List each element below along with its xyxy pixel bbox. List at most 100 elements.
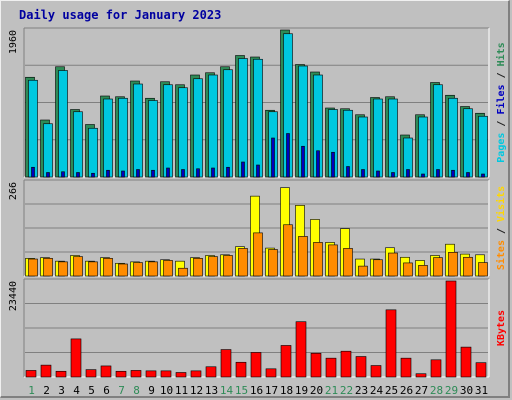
files-bar [46, 172, 50, 178]
kbytes-bar [25, 370, 37, 378]
x-tick-label: 20 [310, 384, 323, 397]
sites-bar [148, 261, 158, 277]
files-bar [361, 169, 365, 178]
kbytes-bar [325, 357, 337, 378]
kbytes-bar [220, 349, 232, 378]
sites-bar [193, 258, 203, 277]
files-bar [346, 166, 350, 178]
sites-bar [478, 262, 488, 277]
legend-part: / [496, 66, 507, 84]
middle-panel: 266 Sites / Visits [8, 179, 507, 277]
top-panel: 1960 Pages / Files / Hits [8, 27, 507, 178]
sites-bar [268, 249, 278, 277]
x-tick-label: 13 [205, 384, 218, 397]
pages-bar [178, 87, 188, 178]
x-tick-label: 5 [88, 384, 95, 397]
legend-part: / [496, 222, 507, 240]
sites-bar [178, 267, 188, 277]
sites-bar [28, 258, 38, 277]
x-tick-label: 3 [58, 384, 65, 397]
files-bar [211, 167, 215, 178]
x-tick-label: 22 [340, 384, 353, 397]
kbytes-bar [265, 368, 277, 378]
files-bar [466, 172, 470, 178]
x-tick-label: 17 [265, 384, 278, 397]
legend-part: Visits [495, 186, 507, 222]
files-bar [451, 169, 455, 178]
sites-bar [253, 232, 263, 277]
files-bar [436, 169, 440, 178]
files-bar [271, 137, 275, 178]
sites-bar [343, 248, 353, 277]
sites-bar [433, 257, 443, 277]
kbytes-bar [400, 357, 412, 378]
x-tick-label: 29 [445, 384, 458, 397]
sites-bar [58, 261, 68, 277]
files-bar [316, 150, 320, 178]
x-tick-label: 31 [475, 384, 488, 397]
files-bar [481, 173, 485, 178]
kbytes-bar [430, 359, 442, 378]
files-bar [376, 170, 380, 178]
files-bar [76, 172, 80, 178]
kbytes-bar [175, 372, 187, 378]
files-bar [421, 173, 425, 178]
legend-part: KBytes [496, 310, 507, 346]
kbytes-bar [415, 373, 427, 378]
x-tick-label: 9 [148, 384, 155, 397]
files-bar [301, 145, 305, 178]
files-bar [241, 161, 245, 178]
pages-bar [448, 97, 458, 178]
pages-bar [373, 98, 383, 178]
kbytes-bar [55, 370, 67, 378]
files-bar [391, 172, 395, 178]
pages-bar [43, 123, 53, 178]
files-bar [91, 172, 95, 178]
files-bar [121, 170, 125, 178]
sites-bar [388, 252, 398, 277]
sites-bar [238, 248, 248, 277]
pages-bar [208, 74, 218, 178]
files-bar [331, 151, 335, 178]
pages-bar [433, 84, 443, 178]
bottom-panel: 23440 KBytes [8, 278, 507, 378]
kbytes-bar [70, 338, 82, 378]
sites-bar [118, 263, 128, 277]
sites-bar [373, 259, 383, 277]
chart-panels: 1960 Pages / Files / Hits 266 Sites / Visit… [8, 27, 507, 378]
kbytes-bar [460, 346, 472, 378]
pages-bar [88, 127, 98, 178]
sites-bar [283, 224, 293, 277]
sites-bar [313, 242, 323, 277]
sites-bar [163, 260, 173, 277]
x-tick-label: 27 [415, 384, 428, 397]
files-bar [151, 169, 155, 178]
x-tick-label: 1 [28, 384, 35, 397]
sites-bar [223, 255, 233, 277]
x-tick-label: 4 [73, 384, 80, 397]
pages-bar [388, 98, 398, 178]
kbytes-bar [310, 352, 322, 378]
pages-bar [253, 58, 263, 178]
kbytes-bar [280, 345, 292, 378]
pages-bar [238, 58, 248, 178]
kbytes-bar [145, 370, 157, 378]
pages-bar [478, 115, 488, 178]
pages-bar [223, 69, 233, 178]
sites-bar [463, 256, 473, 277]
kbytes-bar [130, 370, 142, 378]
x-tick-label: 15 [235, 384, 248, 397]
sites-bar [133, 262, 143, 277]
files-bar [226, 166, 230, 178]
x-tick-label: 21 [325, 384, 338, 397]
legend-part: Pages [496, 133, 507, 163]
top-legend: Pages / Files / Hits [495, 42, 507, 162]
pages-bar [148, 100, 158, 178]
x-tick-label: 25 [385, 384, 398, 397]
pages-bar [358, 116, 368, 178]
kbytes-bar [160, 370, 172, 378]
x-tick-label: 11 [175, 384, 188, 397]
kbytes-bar [250, 352, 262, 378]
sites-bar [298, 236, 308, 277]
